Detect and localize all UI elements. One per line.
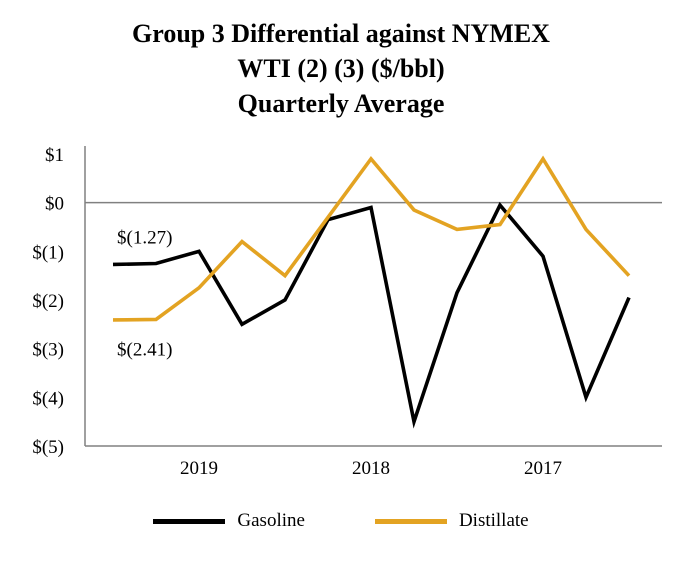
x-tick-label: 2017 bbox=[524, 458, 562, 479]
chart-title-line-3: Quarterly Average bbox=[237, 89, 445, 118]
y-tick-label: $0 bbox=[45, 194, 64, 215]
chart-title-line-2: WTI (2) (3) ($/bbl) bbox=[237, 54, 445, 83]
gasoline-line bbox=[112, 201, 631, 429]
y-tick-label: $1 bbox=[45, 145, 64, 166]
legend-item-distillate: Distillate bbox=[374, 510, 529, 532]
y-tick-label: $(5) bbox=[32, 437, 64, 458]
y-tick-label: $(3) bbox=[32, 340, 64, 361]
y-tick-label: $(1) bbox=[32, 242, 64, 263]
line-chart: $1 $0 $(1) $(2) $(3) $(4) $(5) 2019 2018 2017 $(1.… bbox=[32, 145, 662, 479]
chart-legend: Gasoline Distillate bbox=[0, 510, 682, 532]
y-tick-label: $(4) bbox=[32, 388, 64, 409]
gasoline-line-swatch bbox=[153, 518, 226, 524]
annotation-distillate: $(2.41) bbox=[117, 340, 172, 361]
distillate-line-swatch bbox=[374, 518, 447, 524]
legend-label-gasoline: Gasoline bbox=[237, 510, 305, 531]
legend-item-gasoline: Gasoline bbox=[153, 510, 305, 532]
y-tick-label: $(2) bbox=[32, 291, 64, 312]
chart-title-line-1: Group 3 Differential against NYMEX bbox=[132, 19, 550, 48]
chart-title: Group 3 Differential against NYMEX WTI (… bbox=[0, 0, 682, 121]
x-tick-label: 2019 bbox=[180, 458, 218, 479]
distillate-line bbox=[112, 155, 631, 322]
annotation-gasoline: $(1.27) bbox=[117, 228, 172, 249]
x-tick-label: 2018 bbox=[352, 458, 390, 479]
legend-label-distillate: Distillate bbox=[458, 510, 529, 531]
